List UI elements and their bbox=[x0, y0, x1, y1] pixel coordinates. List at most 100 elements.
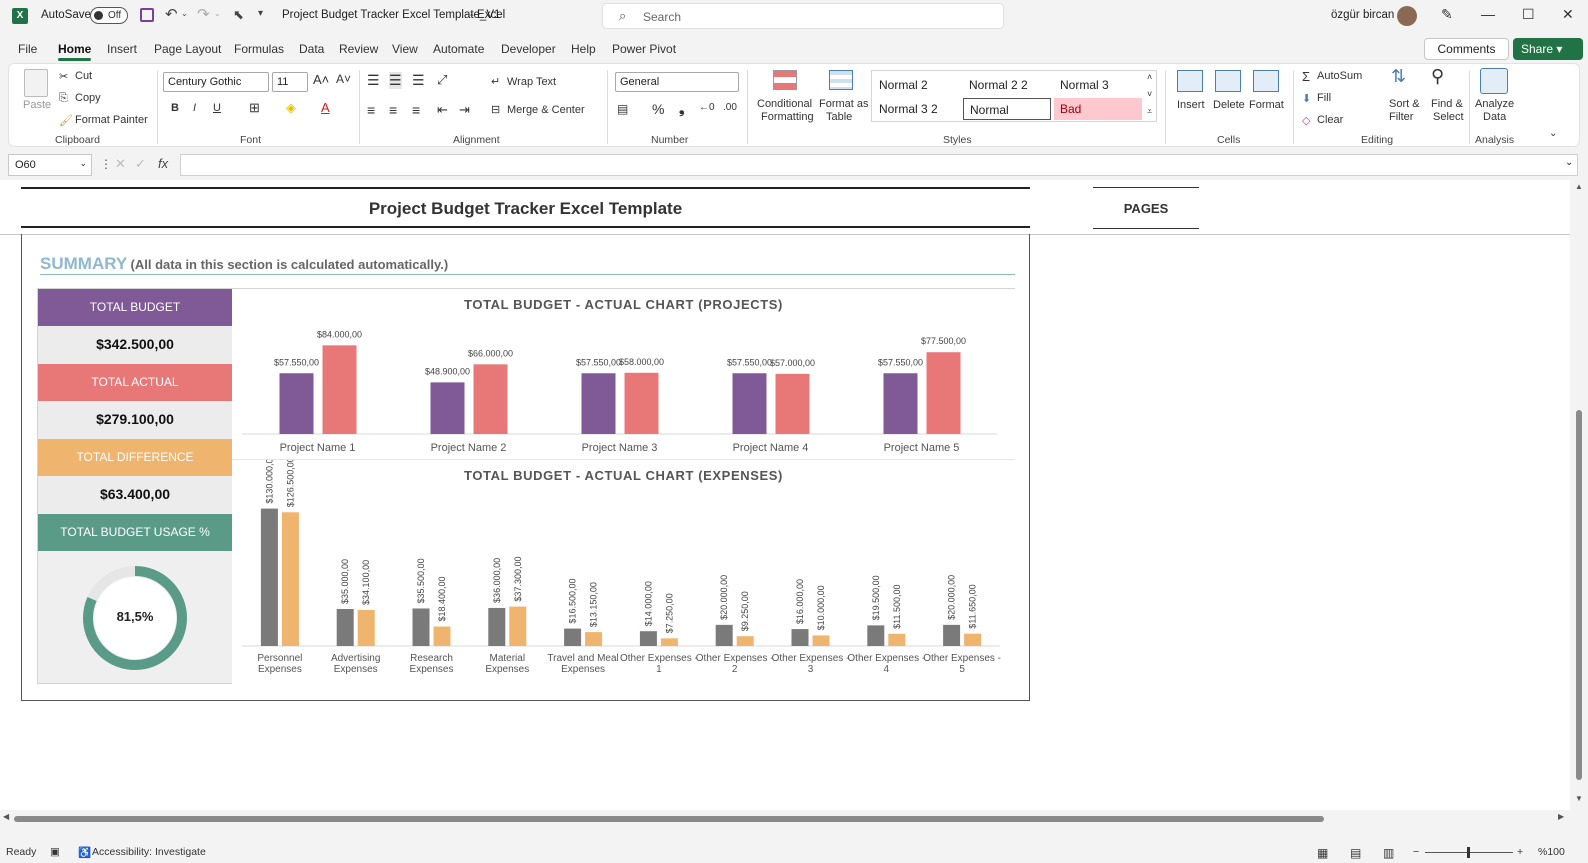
orientation-icon[interactable]: ⤢ bbox=[437, 72, 448, 87]
analyze-data-button[interactable]: Analyze bbox=[1475, 98, 1515, 110]
horizontal-scrollbar[interactable]: ◀ ▶ bbox=[0, 810, 1570, 826]
increase-indent-icon[interactable]: ⇥ bbox=[459, 102, 470, 117]
tab-insert[interactable]: Insert bbox=[107, 42, 138, 56]
align-bottom-icon[interactable]: ☰ bbox=[412, 72, 425, 88]
accessibility-status[interactable]: Accessibility: Investigate bbox=[92, 846, 206, 858]
zoom-in-icon[interactable]: + bbox=[1517, 846, 1524, 858]
undo-dropdown-icon[interactable]: ⌄ bbox=[181, 9, 188, 18]
style-normal-2[interactable]: Normal 2 bbox=[879, 78, 928, 92]
insert-cells-button[interactable]: Insert bbox=[1177, 99, 1205, 111]
decrease-font-icon[interactable]: A˅ bbox=[336, 72, 352, 86]
wrap-text-icon[interactable]: ↵ bbox=[491, 76, 501, 88]
autosave-toggle[interactable]: Off bbox=[90, 7, 128, 24]
tab-power-pivot[interactable]: Power Pivot bbox=[612, 42, 677, 56]
fill-button[interactable]: Fill bbox=[1317, 92, 1332, 104]
user-name[interactable]: özgür bircan bbox=[1331, 9, 1395, 21]
insert-cells-icon[interactable] bbox=[1177, 70, 1203, 92]
more-icon[interactable]: ⋮ bbox=[100, 157, 112, 171]
page-break-view-icon[interactable]: ▥ bbox=[1383, 846, 1395, 860]
tab-developer[interactable]: Developer bbox=[501, 42, 556, 56]
fill-color-icon[interactable]: ◈ bbox=[286, 100, 296, 115]
tab-data[interactable]: Data bbox=[299, 42, 325, 56]
conditional-formatting-button[interactable]: Conditional bbox=[757, 98, 813, 110]
format-cells-button[interactable]: Format bbox=[1249, 99, 1284, 111]
align-right-icon[interactable]: ≡ bbox=[412, 102, 421, 118]
styles-more-icon[interactable]: ⩡ bbox=[1147, 106, 1153, 116]
macro-record-icon[interactable]: ▣ bbox=[50, 846, 60, 858]
cut-button[interactable]: Cut bbox=[75, 70, 93, 82]
comma-style-icon[interactable]: ❟ bbox=[679, 100, 685, 116]
font-color-icon[interactable]: A bbox=[321, 100, 330, 115]
delete-cells-button[interactable]: Delete bbox=[1213, 99, 1245, 111]
bold-icon[interactable]: B bbox=[171, 102, 179, 114]
tab-page-layout[interactable]: Page Layout bbox=[154, 42, 222, 56]
align-top-icon[interactable]: ☰ bbox=[367, 72, 380, 88]
analyze-data-icon[interactable] bbox=[1480, 68, 1508, 94]
scroll-right-icon[interactable]: ▶ bbox=[1558, 812, 1565, 821]
decrease-decimal-icon[interactable]: .00 bbox=[723, 102, 737, 113]
find-select-icon[interactable]: ⚲ bbox=[1431, 66, 1445, 86]
enter-icon[interactable]: ✓ bbox=[135, 156, 146, 171]
styles-scroll-down-icon[interactable]: ˅ bbox=[1147, 89, 1153, 99]
autosum-button[interactable]: AutoSum bbox=[1317, 70, 1363, 82]
number-format-select[interactable]: General bbox=[615, 72, 739, 92]
customize-qat-icon[interactable]: ▾ bbox=[258, 8, 264, 19]
font-name-select[interactable]: Century Gothic bbox=[163, 72, 269, 92]
close-icon[interactable]: ✕ bbox=[1562, 6, 1574, 22]
zoom-slider-thumb[interactable] bbox=[1467, 847, 1470, 858]
vertical-scrollbar[interactable]: ▲ ▼ bbox=[1570, 180, 1588, 810]
copy-icon[interactable]: ⎘ bbox=[59, 92, 68, 104]
zoom-level[interactable]: %100 bbox=[1538, 846, 1565, 858]
fill-icon[interactable]: ⬇ bbox=[1302, 93, 1312, 105]
undo-icon[interactable]: ↶ bbox=[165, 6, 178, 23]
font-size-select[interactable]: 11 bbox=[272, 72, 308, 92]
conditional-formatting-icon[interactable] bbox=[773, 70, 797, 90]
style-normal[interactable]: Normal bbox=[963, 98, 1051, 120]
copy-button[interactable]: Copy bbox=[75, 92, 101, 104]
increase-font-icon[interactable]: A˄ bbox=[313, 72, 330, 87]
clear-button[interactable]: Clear bbox=[1317, 114, 1344, 126]
cut-icon[interactable]: ✂ bbox=[59, 71, 69, 83]
insert-function-icon[interactable]: fx bbox=[158, 156, 169, 171]
format-painter-icon[interactable]: 🖌 bbox=[59, 115, 73, 127]
format-cells-icon[interactable] bbox=[1253, 70, 1279, 92]
accounting-format-icon[interactable]: ▤ bbox=[617, 102, 629, 116]
zoom-out-icon[interactable]: − bbox=[1413, 846, 1420, 858]
align-left-icon[interactable]: ≡ bbox=[367, 102, 376, 118]
decrease-indent-icon[interactable]: ⇤ bbox=[437, 102, 448, 117]
clear-icon[interactable]: ◇ bbox=[1302, 115, 1311, 127]
merge-center-icon[interactable]: ⊟ bbox=[491, 104, 501, 116]
horizontal-scroll-thumb[interactable] bbox=[14, 816, 1324, 822]
scroll-left-icon[interactable]: ◀ bbox=[3, 812, 10, 821]
expand-formula-icon[interactable]: ⌄ bbox=[1565, 157, 1574, 168]
styles-scroll-up-icon[interactable]: ˄ bbox=[1147, 72, 1153, 82]
vertical-scroll-thumb[interactable] bbox=[1576, 410, 1582, 780]
avatar[interactable] bbox=[1397, 6, 1417, 26]
accessibility-icon[interactable]: ♿ bbox=[78, 847, 92, 859]
pen-icon[interactable]: ✎ bbox=[1441, 6, 1453, 22]
italic-icon[interactable]: I bbox=[193, 102, 197, 114]
tab-review[interactable]: Review bbox=[339, 42, 379, 56]
align-center-icon[interactable]: ≡ bbox=[389, 102, 398, 118]
merge-center-button[interactable]: Merge & Center bbox=[507, 104, 585, 116]
style-normal-3[interactable]: Normal 3 bbox=[1060, 78, 1109, 92]
scroll-up-icon[interactable]: ▲ bbox=[1575, 182, 1583, 191]
collapse-ribbon-icon[interactable]: ⌄ bbox=[1549, 128, 1558, 139]
redo-icon[interactable]: ↷ bbox=[197, 6, 210, 23]
style-normal-2-2[interactable]: Normal 2 2 bbox=[969, 78, 1028, 92]
scroll-down-icon[interactable]: ▼ bbox=[1575, 794, 1583, 803]
tab-automate[interactable]: Automate bbox=[433, 42, 485, 56]
share-button[interactable]: Share ▾ bbox=[1513, 38, 1583, 60]
tab-home[interactable]: Home bbox=[58, 42, 92, 61]
style-normal-3-2[interactable]: Normal 3 2 bbox=[879, 102, 938, 116]
borders-icon[interactable]: ⊞ bbox=[249, 100, 260, 115]
format-painter-button[interactable]: Format Painter bbox=[75, 114, 148, 126]
delete-cells-icon[interactable] bbox=[1215, 70, 1241, 92]
worksheet[interactable]: Project Budget Tracker Excel Template PA… bbox=[0, 180, 1570, 810]
find-select-button[interactable]: Find & bbox=[1431, 98, 1463, 110]
paste-button[interactable]: Paste bbox=[23, 99, 52, 111]
save-icon[interactable] bbox=[140, 8, 154, 22]
format-as-table-icon[interactable] bbox=[829, 70, 853, 90]
paste-icon[interactable] bbox=[24, 69, 48, 97]
tab-help[interactable]: Help bbox=[571, 42, 596, 56]
